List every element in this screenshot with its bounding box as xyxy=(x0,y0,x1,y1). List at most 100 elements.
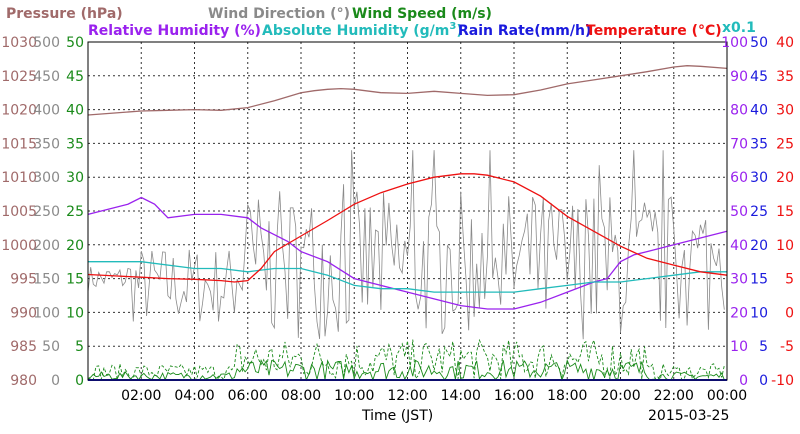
tick-rain-rate: 0 xyxy=(759,373,768,389)
relative-humidity-legend: Relative Humidity (%) xyxy=(88,23,261,39)
tick-rain-rate: 5 xyxy=(759,339,768,355)
tick-rain-rate: 25 xyxy=(750,204,768,220)
tick-rain-rate: 50 xyxy=(750,35,768,51)
tick-temperature: 25 xyxy=(776,136,794,152)
wind-speed-line xyxy=(87,359,725,382)
tick-rain-rate: 20 xyxy=(750,238,768,254)
wind-direction-legend: Wind Direction (°) xyxy=(208,6,350,22)
tick-wind-speed: 40 xyxy=(66,103,84,119)
tick-temperature: 35 xyxy=(776,69,794,85)
x-tick: 04:00 xyxy=(174,388,214,404)
tick-rain-rate: 45 xyxy=(750,69,768,85)
tick-pressure: 980 xyxy=(10,373,37,389)
series-absolute-humidity-g-m-x xyxy=(88,261,727,293)
tick-wind-direction: 300 xyxy=(33,170,60,186)
x-tick: 22:00 xyxy=(654,388,694,404)
tick-humidity: 10 xyxy=(730,339,748,355)
tick-pressure: 1000 xyxy=(1,238,37,254)
x-tick: 08:00 xyxy=(281,388,321,404)
tick-humidity: 90 xyxy=(730,69,748,85)
tick-humidity: 0 xyxy=(739,373,748,389)
tick-wind-direction: 50 xyxy=(42,339,60,355)
tick-humidity: 80 xyxy=(730,103,748,119)
tick-pressure: 990 xyxy=(10,305,37,321)
tick-humidity: 20 xyxy=(730,305,748,321)
tick-rain-rate: 40 xyxy=(750,103,768,119)
tick-pressure: 1015 xyxy=(1,136,37,152)
x-tick: 12:00 xyxy=(387,388,427,404)
tick-pressure: 1005 xyxy=(1,204,37,220)
tick-wind-direction: 250 xyxy=(33,204,60,220)
pressure-legend: Pressure (hPa) xyxy=(6,6,123,22)
tick-temperature: 20 xyxy=(776,170,794,186)
tick-wind-direction: 150 xyxy=(33,272,60,288)
wind-speed-max-line xyxy=(87,338,725,381)
tick-wind-direction: 400 xyxy=(33,103,60,119)
tick-humidity: 70 xyxy=(730,136,748,152)
absolute-humidity-legend-close: ) xyxy=(456,23,462,39)
tick-humidity: 60 xyxy=(730,170,748,186)
date-label: 2015-03-25 xyxy=(648,408,729,424)
absolute-humidity-legend: Absolute Humidity (g/m3) xyxy=(262,21,463,39)
temperature-legend: Temperature (°C) xyxy=(586,23,722,39)
tick-temperature: 40 xyxy=(776,35,794,51)
tick-wind-speed: 0 xyxy=(75,373,84,389)
right-axes: 0102030405060708090100051015202530354045… xyxy=(721,35,794,389)
tick-pressure: 985 xyxy=(10,339,37,355)
tick-wind-speed: 30 xyxy=(66,170,84,186)
x-axis-label: Time (JST) xyxy=(361,408,433,424)
tick-pressure: 1020 xyxy=(1,103,37,119)
tick-temperature: -10 xyxy=(771,373,794,389)
tick-humidity: 30 xyxy=(730,272,748,288)
tick-wind-speed: 5 xyxy=(75,339,84,355)
left-axes: 9809859909951000100510101015102010251030… xyxy=(1,35,84,389)
tick-temperature: 10 xyxy=(776,238,794,254)
x-tick: 06:00 xyxy=(228,388,268,404)
tick-wind-speed: 20 xyxy=(66,238,84,254)
x-tick: 18:00 xyxy=(547,388,587,404)
series-pressure-hpa xyxy=(87,65,728,116)
tick-temperature: 5 xyxy=(785,272,794,288)
tick-temperature: 15 xyxy=(776,204,794,220)
tick-rain-rate: 30 xyxy=(750,170,768,186)
x-tick: 02:00 xyxy=(121,388,161,404)
wind-speed-legend: Wind Speed (m/s) xyxy=(352,6,492,22)
tick-wind-direction: 350 xyxy=(33,136,60,152)
tick-wind-speed: 25 xyxy=(66,204,84,220)
tick-pressure: 1010 xyxy=(1,170,37,186)
tick-rain-rate: 10 xyxy=(750,305,768,321)
tick-temperature: 0 xyxy=(785,305,794,321)
absolute-humidity-legend-text: Absolute Humidity (g/m xyxy=(262,23,449,39)
x-tick: 16:00 xyxy=(494,388,534,404)
tick-pressure: 1025 xyxy=(1,69,37,85)
tick-humidity: 100 xyxy=(721,35,748,51)
grid xyxy=(88,42,727,380)
rain-rate-legend: Rain Rate(mm/h) xyxy=(458,23,591,39)
tick-wind-speed: 35 xyxy=(66,136,84,152)
tick-wind-direction: 200 xyxy=(33,238,60,254)
tick-rain-rate: 35 xyxy=(750,136,768,152)
tick-wind-speed: 15 xyxy=(66,272,84,288)
absolute-humidity-multiplier: x0.1 xyxy=(722,20,756,36)
tick-wind-direction: 100 xyxy=(33,305,60,321)
tick-temperature: 30 xyxy=(776,103,794,119)
absolute-humidity-legend-sup: 3 xyxy=(449,21,456,32)
tick-wind-direction: 450 xyxy=(33,69,60,85)
x-tick: 10:00 xyxy=(334,388,374,404)
x-axis: 02:00 04:00 06:00 08:00 10:00 12:00 14:00 16:00… xyxy=(121,388,747,404)
tick-wind-speed: 45 xyxy=(66,69,84,85)
plot-frame xyxy=(87,41,728,381)
tick-wind-direction: 0 xyxy=(51,373,60,389)
tick-humidity: 50 xyxy=(730,204,748,220)
tick-wind-direction: 500 xyxy=(33,35,60,51)
tick-pressure: 995 xyxy=(10,272,37,288)
tick-wind-speed: 50 xyxy=(66,35,84,51)
tick-rain-rate: 15 xyxy=(750,272,768,288)
tick-humidity: 40 xyxy=(730,238,748,254)
tick-wind-speed: 10 xyxy=(66,305,84,321)
x-tick: 20:00 xyxy=(600,388,640,404)
tick-temperature: -5 xyxy=(780,339,794,355)
x-tick: 14:00 xyxy=(441,388,481,404)
x-tick: 00:00 xyxy=(707,388,747,404)
